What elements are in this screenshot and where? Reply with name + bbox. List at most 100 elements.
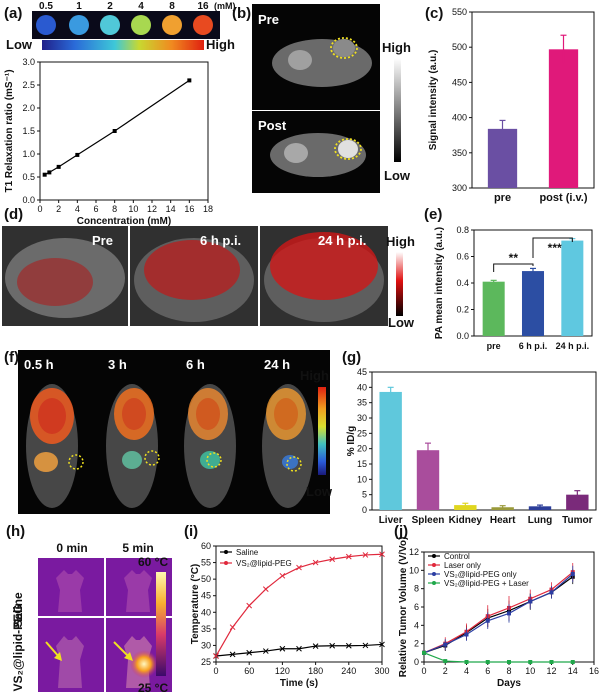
x-tick-label: 16 — [184, 204, 194, 214]
legend-marker — [432, 554, 436, 558]
data-point — [279, 572, 286, 579]
y-tick-label: 0.2 — [456, 305, 469, 315]
mri-tumor-bright — [338, 140, 358, 158]
pet-time-label: 0.5 h — [24, 357, 54, 372]
data-point — [379, 551, 385, 558]
y-tick-label: 550 — [452, 7, 467, 17]
y-tick-label: 0.6 — [456, 252, 469, 262]
thermal-row-label: VS₂@lipid-PEG — [11, 604, 25, 691]
conc-label: 8 — [169, 1, 175, 12]
pa-signal — [270, 232, 378, 300]
data-point — [246, 649, 253, 656]
chart-c: 300 350 400 450 500 550 Signal intensity (a.u.… — [428, 7, 595, 204]
legend-label: Laser only — [444, 561, 481, 570]
tube — [162, 15, 182, 35]
x-axis-label: Days — [497, 678, 521, 689]
data-point — [549, 660, 554, 664]
y-tick-label: 0.0 — [22, 195, 35, 205]
data-point — [443, 659, 448, 664]
legend-label: VS₂@lipid-PEG + Laser — [444, 579, 529, 588]
x-tick-label: 2 — [443, 666, 448, 676]
hotspot — [130, 650, 158, 678]
data-point — [296, 564, 302, 571]
scale-high-label: High — [382, 40, 411, 55]
bar — [566, 494, 589, 510]
legend-marker — [224, 561, 228, 565]
significance-bracket — [493, 263, 534, 272]
data-point — [329, 556, 336, 563]
legend-marker — [432, 581, 436, 585]
red-scale-bar — [396, 252, 403, 316]
data-point — [262, 648, 269, 654]
panel-f-pet: 0.5 h 3 h 6 h 24 h High Low — [18, 350, 333, 514]
scale-low-label: Low — [6, 37, 33, 52]
x-tick-label: 120 — [275, 666, 290, 676]
color-scale-bar — [42, 40, 204, 50]
data-point — [464, 632, 469, 637]
x-axis-label: Time (s) — [280, 678, 318, 689]
panel-h-thermal: 0 min 5 min Saline VS₂@lipid-PEG 60 °C 2… — [11, 541, 172, 695]
y-tick-label: 30 — [357, 413, 367, 423]
plot-frame — [39, 61, 209, 201]
data-point — [329, 642, 336, 649]
bar — [416, 450, 440, 510]
scale-high-label: High — [300, 368, 329, 383]
y-tick-label: 8 — [414, 584, 419, 594]
data-point — [528, 599, 533, 604]
y-tick-label: 1.5 — [22, 126, 35, 136]
bar — [487, 128, 518, 188]
bar — [379, 391, 402, 510]
tube — [36, 15, 56, 35]
x-category-label: Tumor — [562, 515, 592, 526]
scale-low-label: Low — [388, 315, 415, 330]
data-point — [312, 643, 319, 649]
y-tick-label: 350 — [452, 148, 467, 158]
x-tick-label: 16 — [589, 666, 599, 676]
pet-scale-bar — [318, 387, 326, 475]
y-tick-label: 60 — [201, 541, 211, 551]
panel-label-d: (d) — [4, 206, 23, 223]
x-tick-label: 180 — [308, 666, 323, 676]
series-line — [215, 643, 383, 657]
x-tick-label: 14 — [568, 666, 578, 676]
tube-strip — [32, 11, 220, 39]
legend-label: Control — [444, 552, 470, 561]
panel-b-mri: Pre Post High Low — [252, 4, 411, 193]
thermal-time-label: 0 min — [56, 541, 87, 555]
conc-label: 4 — [138, 1, 144, 12]
chart-i: 25 30 35 40 45 50 55 60 Temperature (°C) 0 60 120 18… — [190, 541, 390, 689]
y-tick-label: 3.0 — [22, 57, 35, 67]
y-tick-label: 4 — [414, 620, 419, 630]
y-tick-label: 5 — [362, 490, 367, 500]
data-point — [229, 624, 236, 631]
panel-label-b: (b) — [232, 5, 251, 22]
x-tick-label: 300 — [374, 666, 389, 676]
pet-time-label: 24 h — [264, 357, 290, 372]
tumor-circle-pre — [330, 37, 358, 59]
panel-label-j: (j) — [394, 523, 408, 540]
y-axis-label: Temperature (°C) — [190, 564, 201, 645]
data-point — [279, 645, 286, 652]
arrowhead-icon — [124, 652, 133, 661]
x-category-label: Heart — [490, 515, 516, 526]
panel-label-g: (g) — [342, 349, 361, 366]
pet-frame-1: 3 h — [106, 357, 160, 508]
data-point — [507, 660, 511, 664]
mri-post-label: Post — [258, 118, 287, 133]
plot-frame — [471, 11, 595, 189]
x-tick-label: 240 — [341, 666, 356, 676]
mouse-silhouette — [56, 636, 84, 688]
data-point — [42, 172, 47, 177]
data-point — [47, 170, 52, 175]
y-axis-label: T1 Relaxation ratio (mS⁻¹) — [4, 69, 15, 192]
data-point — [112, 129, 117, 133]
mri-organ — [288, 50, 312, 70]
mri-tumor — [333, 39, 355, 57]
scale-low-label: Low — [384, 168, 411, 183]
tube — [69, 15, 89, 35]
panel-label-i: (i) — [184, 523, 198, 540]
x-tick-label: 10 — [525, 666, 535, 676]
pet-time-label: 6 h — [186, 357, 205, 372]
significance-mark: *** — [548, 241, 562, 255]
y-tick-label: 0.5 — [22, 172, 35, 182]
